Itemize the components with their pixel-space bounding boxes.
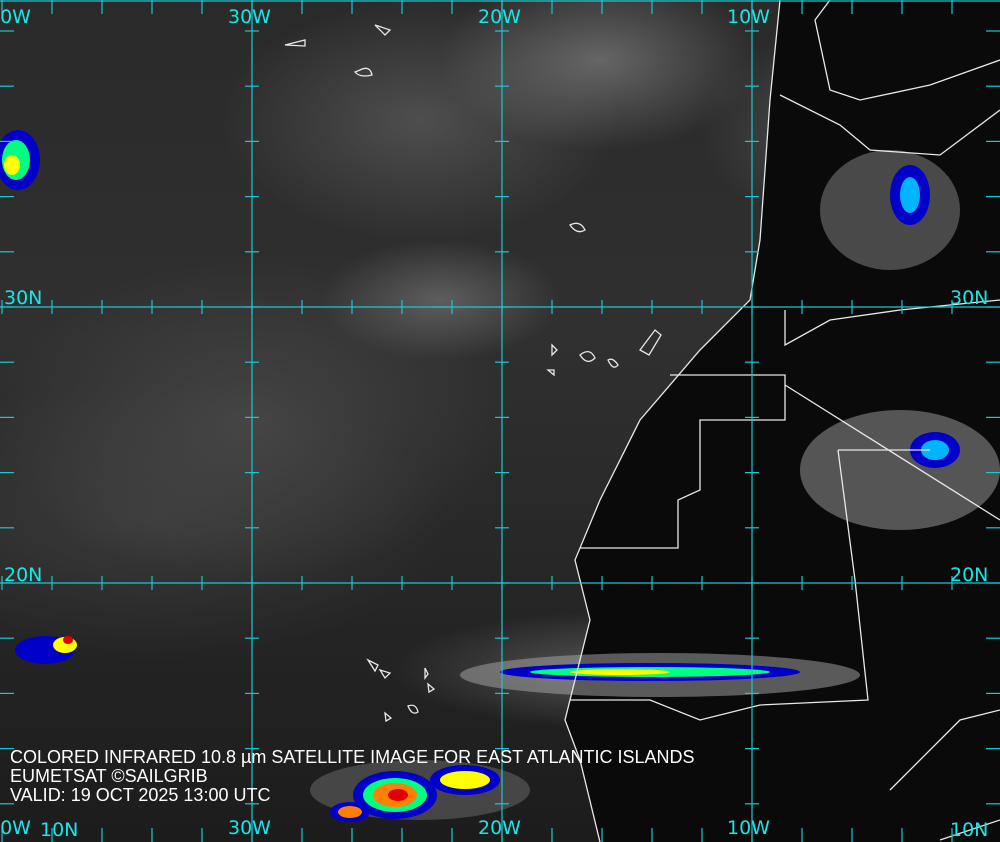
lat-label-right-30n: 30N <box>950 287 989 309</box>
caption-title: COLORED INFRARED 10.8 µm SATELLITE IMAGE… <box>10 747 695 767</box>
convective-cells <box>0 130 960 822</box>
lat-label-left-20n: 20N <box>4 564 43 586</box>
lat-label-right-20n: 20N <box>950 564 989 586</box>
caption-valid-time: VALID: 19 OCT 2025 13:00 UTC <box>10 785 271 805</box>
lat-label-right-10n: 10N <box>950 819 989 841</box>
lon-label-top-10w: 10W <box>727 6 770 28</box>
lat-label-left-10n: 10N <box>40 819 79 841</box>
lon-label-bottom-30w: 30W <box>228 817 271 839</box>
lon-label-top-40w: 40W <box>0 6 31 28</box>
lat-label-left-30n: 30N <box>4 287 43 309</box>
lon-label-top-30w: 30W <box>228 6 271 28</box>
lon-label-top-20w: 20W <box>478 6 521 28</box>
caption-credit: EUMETSAT ©SAILGRIB <box>10 766 208 786</box>
coastlines <box>284 0 1000 842</box>
lon-label-bottom-20w: 20W <box>478 817 521 839</box>
lon-label-bottom-10w: 10W <box>727 817 770 839</box>
africa-landmass <box>565 0 1000 842</box>
caption: COLORED INFRARED 10.8 µm SATELLITE IMAGE… <box>10 748 695 805</box>
lon-label-bottom-40w: 40W <box>0 817 31 839</box>
